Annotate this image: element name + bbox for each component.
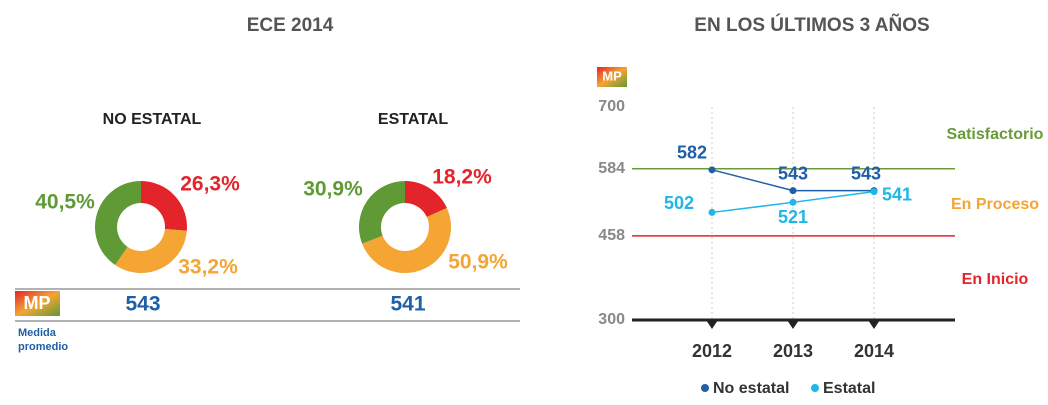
mp-caption: promedio bbox=[18, 341, 68, 353]
donut-segment bbox=[362, 207, 452, 274]
y-tick-label: 300 bbox=[598, 311, 625, 328]
data-label: 541 bbox=[882, 184, 912, 204]
y-tick-label: 700 bbox=[598, 98, 625, 115]
donut-title: NO ESTATAL bbox=[103, 111, 202, 128]
data-label: 33,2% bbox=[178, 256, 238, 279]
mp-badge bbox=[15, 291, 60, 316]
donut-segment bbox=[115, 228, 187, 273]
donut-title: ESTATAL bbox=[378, 111, 448, 128]
x-tick-label: 2012 bbox=[692, 341, 732, 361]
data-label: 18,2% bbox=[432, 166, 492, 189]
x-tick-label: 2013 bbox=[773, 341, 813, 361]
legend-marker bbox=[811, 384, 819, 392]
tick-marker bbox=[787, 320, 799, 329]
tick-marker bbox=[868, 320, 880, 329]
band-label: Satisfactorio bbox=[947, 126, 1044, 143]
mp-badge bbox=[597, 67, 627, 87]
mp-badge-text: MP bbox=[24, 293, 51, 313]
chart-title: EN LOS ÚLTIMOS 3 AÑOS bbox=[694, 14, 929, 36]
data-label: 30,9% bbox=[303, 178, 363, 201]
mp-caption: Medida bbox=[18, 327, 57, 339]
data-label: 40,5% bbox=[35, 191, 95, 214]
data-point bbox=[789, 198, 797, 206]
data-label: 543 bbox=[778, 163, 808, 183]
data-point bbox=[870, 188, 878, 196]
data-label: 543 bbox=[851, 163, 881, 183]
data-label: 521 bbox=[778, 207, 808, 227]
data-label: 50,9% bbox=[448, 251, 508, 274]
legend-label: Estatal bbox=[823, 380, 875, 397]
data-label: 26,3% bbox=[180, 173, 240, 196]
legend-marker bbox=[701, 384, 709, 392]
section-title: ECE 2014 bbox=[247, 15, 334, 36]
band-label: En Proceso bbox=[951, 196, 1039, 213]
band-label: En Inicio bbox=[962, 271, 1029, 288]
donut-segment bbox=[359, 181, 405, 244]
donut-segment bbox=[94, 181, 141, 266]
donut-segment bbox=[141, 181, 188, 231]
x-tick-label: 2014 bbox=[854, 341, 894, 361]
y-tick-label: 458 bbox=[598, 227, 625, 244]
y-tick-label: 584 bbox=[598, 160, 625, 177]
data-label: 582 bbox=[677, 143, 707, 163]
mean-value: 541 bbox=[390, 293, 425, 316]
data-point bbox=[789, 187, 797, 195]
data-label: 502 bbox=[664, 193, 694, 213]
donut-segment bbox=[405, 181, 447, 218]
data-point bbox=[708, 166, 716, 174]
tick-marker bbox=[706, 320, 718, 329]
mean-value: 543 bbox=[125, 293, 160, 316]
data-point bbox=[708, 208, 716, 216]
legend-label: No estatal bbox=[713, 380, 789, 397]
mp-badge-text: MP bbox=[602, 68, 622, 83]
